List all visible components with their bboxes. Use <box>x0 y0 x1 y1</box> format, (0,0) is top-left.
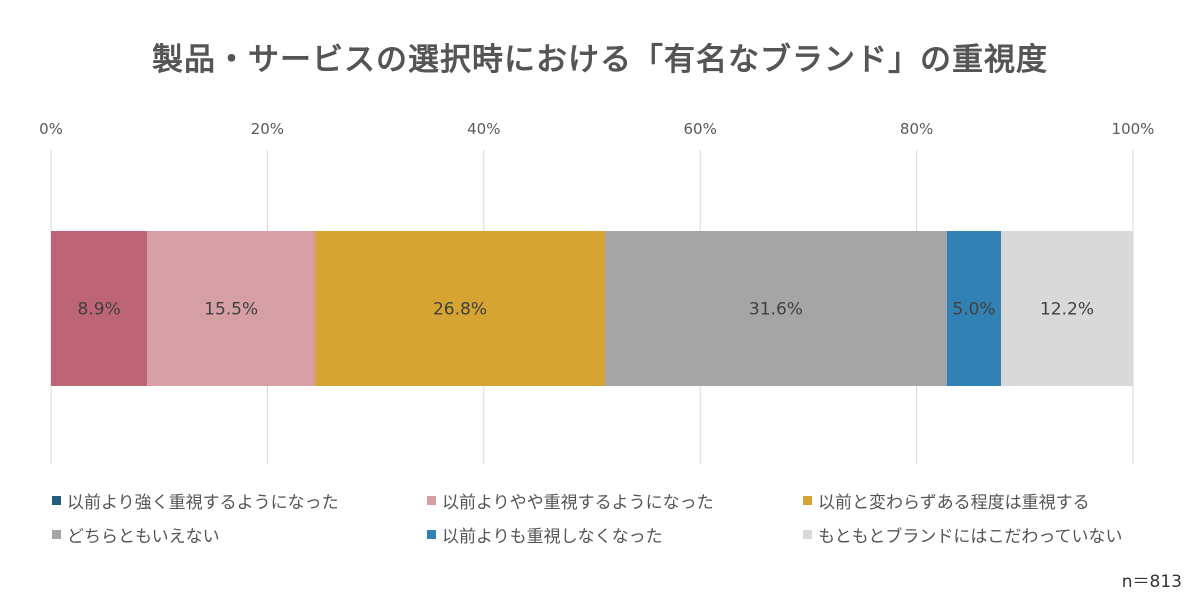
bar-segment <box>604 231 947 386</box>
legend-swatch <box>52 496 61 505</box>
bar-segment <box>946 231 1001 386</box>
legend-swatch <box>803 530 812 539</box>
x-tick-label: 40% <box>467 120 500 138</box>
legend-item: 以前と変わらずある程度は重視する <box>803 488 1162 513</box>
legend: 以前より強く重視するようになった 以前よりやや重視するようになった 以前と変わらずあ… <box>52 488 1162 547</box>
legend-label: 以前よりも重視しなくなった <box>442 527 663 547</box>
chart-plot: 0% 20% 40% 60% 80% 100% 8.9% 15.5% 26.8% 31.6% 5.… <box>39 120 1155 464</box>
data-label: 31.6% <box>749 300 803 320</box>
legend-swatch <box>803 496 812 505</box>
data-label: 26.8% <box>433 300 487 320</box>
x-tick-label: 60% <box>684 120 717 138</box>
legend-label: もともとブランドにはこだわっていない <box>818 527 1123 547</box>
legend-label: 以前と変わらずある程度は重視する <box>818 493 1090 513</box>
legend-item: 以前よりも重視しなくなった <box>427 522 803 547</box>
legend-label: 以前より強く重視するようになった <box>67 493 339 513</box>
legend-swatch <box>52 530 61 539</box>
data-label: 5.0% <box>952 300 995 320</box>
bar-segment <box>147 231 316 386</box>
legend-item: どちらともいえない <box>52 522 427 547</box>
data-label: 15.5% <box>204 300 258 320</box>
x-tick-label: 100% <box>1112 120 1155 138</box>
legend-label: どちらともいえない <box>67 527 220 547</box>
sample-size-label: n＝813 <box>1121 572 1182 592</box>
legend-swatch <box>427 496 436 505</box>
data-label: 12.2% <box>1040 300 1094 320</box>
legend-item: もともとブランドにはこだわっていない <box>803 522 1162 547</box>
legend-label: 以前よりやや重視するようになった <box>442 493 714 513</box>
chart-title: 製品・サービスの選択時における「有名なブランド」の重視度 <box>152 42 1048 78</box>
x-tick-label: 0% <box>39 120 63 138</box>
legend-swatch <box>427 530 436 539</box>
legend-item: 以前よりやや重視するようになった <box>427 488 803 513</box>
x-tick-label: 20% <box>251 120 284 138</box>
x-tick-label: 80% <box>900 120 933 138</box>
bar-segment <box>1000 231 1133 386</box>
bar-segment <box>315 231 605 386</box>
bar-segment <box>51 231 148 386</box>
data-label: 8.9% <box>78 300 121 320</box>
legend-item: 以前より強く重視するようになった <box>52 488 427 513</box>
